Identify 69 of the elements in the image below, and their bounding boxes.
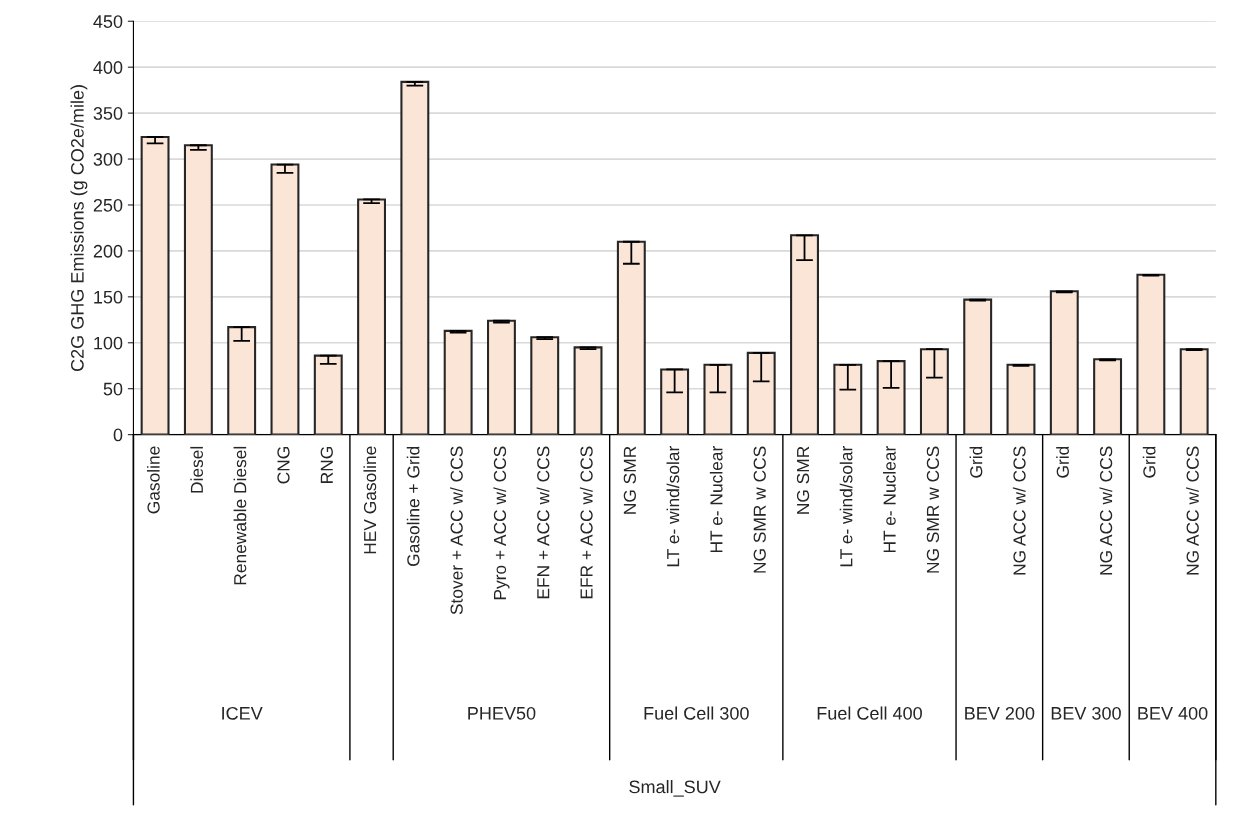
bar bbox=[746, 351, 776, 435]
bar bbox=[876, 360, 906, 435]
text: Fuel Cell 300 bbox=[644, 706, 749, 720]
x-tick-label: Gasoline + Grid bbox=[406, 446, 420, 566]
x-tick-label: Grid bbox=[1056, 446, 1069, 478]
bar bbox=[1049, 290, 1079, 435]
bar bbox=[227, 326, 257, 435]
x-tick-label: Grid bbox=[969, 446, 983, 478]
bar bbox=[616, 240, 646, 435]
x-tick-label: Gasoline bbox=[146, 446, 160, 514]
bar bbox=[919, 348, 949, 435]
x-tick-label: Pyro + ACC w/ CCS bbox=[493, 446, 510, 600]
bar bbox=[703, 363, 733, 435]
x-tick-label: Grid bbox=[1142, 446, 1156, 478]
x-tick-label: LT e- wind/solar bbox=[666, 446, 680, 567]
bar bbox=[1136, 273, 1166, 435]
y-tick-label: 150 bbox=[94, 290, 123, 304]
x-tick-label: Diesel bbox=[190, 446, 204, 493]
x-tick-label: EFN + ACC w/ CCS bbox=[536, 446, 550, 599]
text: BEV 400 bbox=[1138, 706, 1208, 720]
x-tick-label: Renewable Diesel bbox=[233, 446, 247, 585]
bar bbox=[963, 298, 993, 435]
x-tick-label: NG SMR w CCS bbox=[753, 446, 766, 573]
y-axis-title: C2G GHG Emissions (g CO2e/mile) bbox=[70, 85, 88, 371]
y-tick-label: 350 bbox=[93, 107, 123, 120]
bar bbox=[1179, 348, 1209, 435]
bar bbox=[530, 336, 560, 435]
x-tick-label: NG ACC w/ CCS bbox=[1012, 446, 1026, 575]
bar bbox=[140, 135, 170, 435]
bar bbox=[270, 163, 300, 435]
x-tick-label: CNG bbox=[277, 447, 290, 484]
x-tick-label: EFR + ACC w/ CCS bbox=[579, 446, 593, 599]
x-tick-label: NG SMR w CCS bbox=[926, 446, 940, 573]
x-tick-label: NG SMR bbox=[623, 446, 636, 514]
bar bbox=[486, 319, 516, 435]
y-tick-label: 250 bbox=[93, 198, 123, 212]
text: PHEV50 bbox=[468, 706, 536, 720]
y-tick-label: 400 bbox=[93, 61, 123, 74]
x-tick-label: NG ACC w/ CCS bbox=[1099, 446, 1113, 575]
text: BEV 300 bbox=[1051, 706, 1121, 720]
bar bbox=[1093, 358, 1123, 435]
bar bbox=[400, 80, 430, 435]
y-tick-label: 0 bbox=[113, 428, 123, 442]
text: Fuel Cell 400 bbox=[817, 706, 922, 720]
y-tick-label: 200 bbox=[93, 244, 123, 258]
bar bbox=[357, 198, 387, 435]
bar bbox=[790, 234, 819, 435]
x-tick-label: NG SMR bbox=[796, 446, 810, 514]
bar bbox=[833, 363, 863, 435]
x-tick-label: RNG bbox=[320, 447, 333, 483]
x-tick-label: LT e- wind/solar bbox=[839, 446, 853, 567]
x-tick-label: HEV Gasoline bbox=[363, 446, 377, 554]
bar bbox=[313, 354, 343, 435]
text: BEV 200 bbox=[965, 706, 1035, 720]
x-tick-label: Stover + ACC w/ CCS bbox=[450, 446, 463, 615]
y-tick-label: 300 bbox=[93, 152, 123, 166]
bar bbox=[573, 346, 603, 435]
bar bbox=[660, 368, 690, 435]
y-tick-label: 450 bbox=[93, 15, 123, 28]
x-tick-label: NG ACC w/ CCS bbox=[1186, 446, 1199, 575]
text: ICEV bbox=[222, 706, 263, 720]
y-tick-label: 100 bbox=[94, 336, 123, 350]
bar bbox=[1006, 363, 1036, 435]
x-tick-label: HT e- Nuclear bbox=[709, 446, 723, 553]
text: Small_SUV bbox=[629, 779, 721, 797]
y-tick-label: 50 bbox=[103, 382, 123, 396]
bar bbox=[183, 144, 213, 435]
bar bbox=[443, 329, 473, 435]
x-tick-label: HT e- Nuclear bbox=[883, 446, 896, 553]
